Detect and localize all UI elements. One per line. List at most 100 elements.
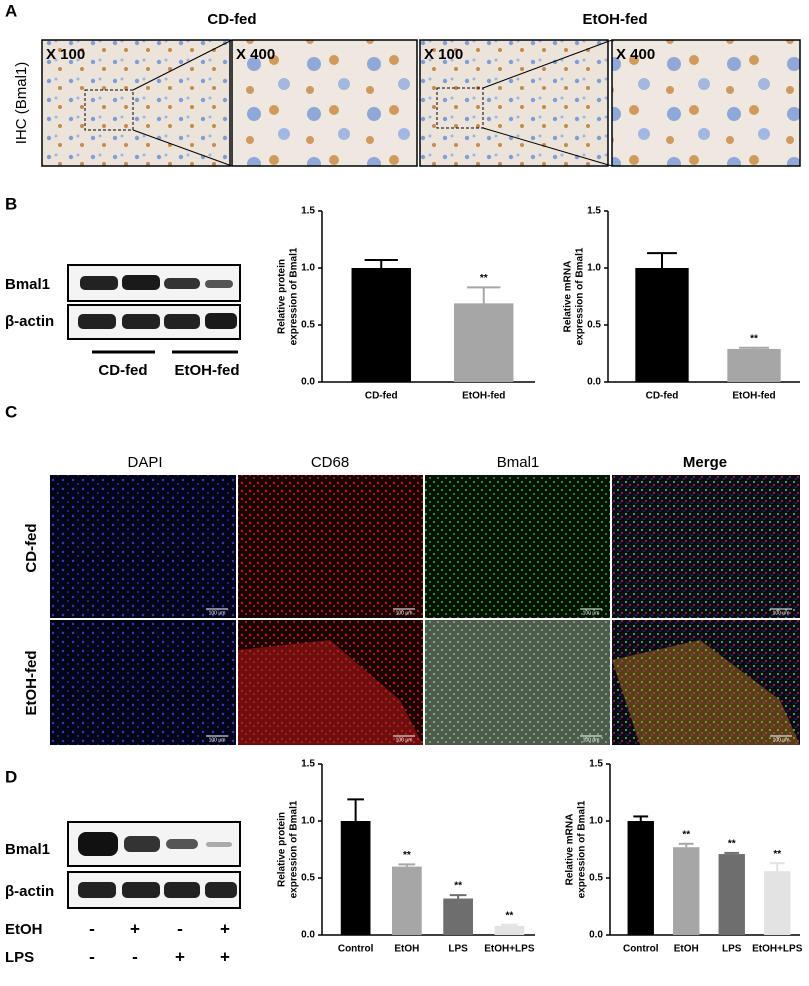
y-tick-label: 0.0 [587,377,601,388]
bar [627,821,654,935]
y-tick-label: 0.0 [301,377,315,388]
y-axis-label: Relative protein [277,259,288,334]
scale-bar-label: 100 μm [396,737,413,743]
treatment-sign: + [175,947,185,966]
significance: ** [773,849,781,860]
y-tick-label: 1.5 [587,206,601,217]
x-tick-label: Control [338,944,374,955]
scale-bar-label: 100 μm [396,610,413,616]
treatment-sign: - [177,919,183,938]
bar [392,866,422,935]
treatment-label: EtOH [5,921,43,938]
scale-bar-label: 100 μm [773,737,790,743]
bar [340,821,371,935]
treatment-label: LPS [5,949,34,966]
y-tick-label: 0.0 [301,930,315,941]
row-label: CD-fed [23,523,40,572]
column-label: CD68 [311,454,349,471]
scale-bar-label: 100 μm [773,610,790,616]
y-tick-label: 1.5 [301,759,315,770]
treatment-sign: + [220,919,230,938]
group-label: CD-fed [207,11,256,28]
y-tick-label: 1.5 [589,759,603,770]
bar [718,854,745,935]
y-axis-label: Relative mRNA [565,814,576,886]
bar [764,871,791,935]
blot-label: β-actin [5,313,54,330]
magnification: X 400 [616,46,655,63]
significance: ** [454,881,462,892]
blot-label: Bmal1 [5,841,50,858]
row-label: IHC (Bmal1) [13,62,30,145]
significance: ** [505,910,513,921]
x-tick-label: Control [623,944,659,955]
scale-bar-label: 100 μm [583,610,600,616]
treatment-sign: - [132,947,138,966]
bar [673,847,700,935]
scale-bar-label: 100 μm [209,610,226,616]
bar [454,303,514,382]
row-label: EtOH-fed [23,651,40,716]
bar [727,348,781,382]
magnification: X 100 [46,46,85,63]
scale-bar-label: 100 μm [583,737,600,743]
x-tick-label: EtOH+LPS [752,944,803,955]
treatment-table: EtOH - + - + LPS - - + + [5,919,230,966]
y-tick-label: 0.5 [587,320,601,331]
panel-label: C [5,402,17,421]
y-axis-label: expression of Bmal1 [289,247,300,345]
blot-label: Bmal1 [5,276,50,293]
magnification: X 400 [236,46,275,63]
x-tick-label: LPS [448,944,468,955]
x-tick-label: EtOH [394,944,419,955]
y-tick-label: 1.0 [589,816,603,827]
x-tick-label: CD-fed [646,391,679,402]
y-tick-label: 1.5 [301,206,315,217]
bar [351,268,411,382]
significance: ** [480,273,488,284]
significance: ** [682,829,690,840]
column-label: Merge [683,454,727,471]
y-axis-label: Relative mRNA [563,261,574,333]
significance: ** [403,850,411,861]
scale-bars: 100 μm 100 μm 100 μm 100 μm 100 μm 100 μm 100 … [206,608,792,743]
x-tick-label: EtOH-fed [462,391,505,402]
y-axis-label: expression of Bmal1 [289,800,300,898]
y-axis-label: expression of Bmal1 [577,800,588,898]
y-tick-label: 1.0 [587,263,601,274]
y-tick-label: 0.0 [589,930,603,941]
column-label: Bmal1 [497,454,540,471]
y-axis-label: expression of Bmal1 [575,247,586,345]
panel-label: A [5,1,17,20]
x-tick-label: EtOH+LPS [484,944,535,955]
group-label: CD-fed [98,362,147,379]
blot-label: β-actin [5,883,54,900]
y-tick-label: 1.0 [301,263,315,274]
treatment-sign: - [89,919,95,938]
treatment-sign: + [220,947,230,966]
x-tick-label: EtOH [674,944,699,955]
significance: ** [728,839,736,850]
y-tick-label: 0.5 [301,320,315,331]
ihc-images [41,39,801,167]
bar [635,268,689,382]
magnification: X 100 [424,46,463,63]
y-axis-label: Relative protein [277,812,288,887]
western-blot [67,821,241,909]
scale-bar-label: 100 μm [209,737,226,743]
treatment-sign: - [89,947,95,966]
y-tick-label: 1.0 [301,816,315,827]
panel-label: D [5,767,17,786]
x-tick-label: EtOH-fed [732,391,775,402]
x-tick-label: CD-fed [365,391,398,402]
western-blot [67,264,241,354]
treatment-sign: + [130,919,140,938]
fluorescence-images [50,475,800,745]
column-label: DAPI [127,454,162,471]
panel-label: B [5,194,17,213]
bar [443,898,473,935]
y-tick-label: 0.5 [589,873,603,884]
group-label: EtOH-fed [175,362,240,379]
